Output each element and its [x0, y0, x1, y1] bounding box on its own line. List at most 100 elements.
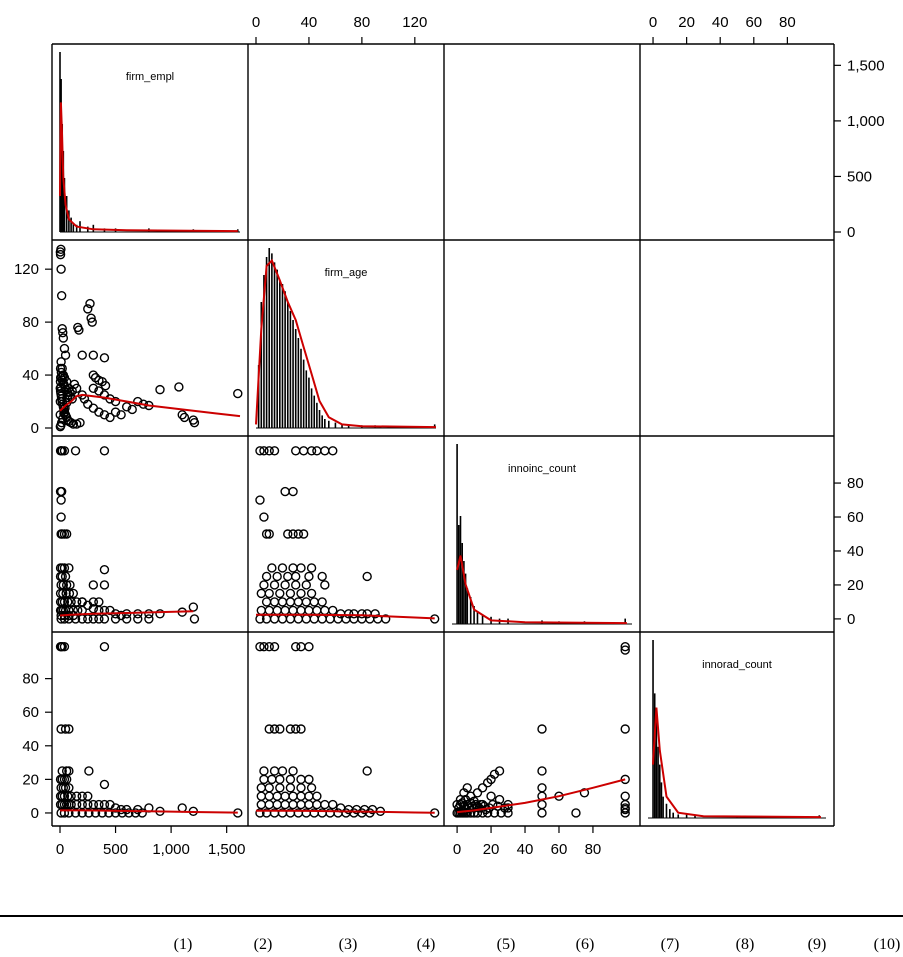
scatter-point	[88, 604, 99, 614]
scatter-point	[503, 803, 513, 813]
y-tick-label: 40	[847, 543, 864, 560]
scatter-point	[275, 588, 285, 599]
scatter-point	[328, 446, 338, 456]
scatter-point	[77, 350, 87, 360]
scatter-point	[88, 403, 99, 413]
y-tick-label: 40	[22, 367, 39, 384]
density-curve	[456, 555, 627, 625]
scatter-point	[357, 609, 367, 619]
scatter-point	[620, 808, 630, 818]
scatter-point	[99, 614, 110, 624]
scatter-point	[94, 799, 104, 810]
panel-innorad_count-vs-firm_empl	[55, 642, 243, 818]
x-tick-label: 80	[585, 841, 602, 858]
scatter-point	[60, 724, 71, 734]
x-tick-label: 60	[551, 841, 568, 858]
scatter-point	[264, 446, 274, 456]
scatter-point	[320, 605, 330, 616]
scatter-point	[56, 382, 66, 392]
scatter-point	[296, 642, 306, 652]
scatter-point	[288, 605, 298, 616]
scatter-point	[267, 774, 277, 785]
scatter-point	[280, 791, 290, 801]
scatter-point	[56, 495, 66, 505]
scatter-point	[264, 724, 274, 734]
scatter-point	[261, 597, 272, 607]
scatter-point	[312, 605, 322, 616]
scatter-point	[60, 403, 70, 413]
scatter-point	[280, 580, 290, 590]
scatter-point	[110, 614, 121, 624]
scatter-point	[301, 597, 311, 607]
scatter-point	[66, 418, 76, 428]
x-tick-label: 80	[354, 14, 371, 31]
scatter-point	[296, 724, 306, 734]
scatter-point	[298, 529, 309, 539]
scatter-point	[56, 512, 66, 522]
scatter-point	[264, 529, 274, 539]
scatter-point	[277, 597, 288, 607]
scatter-point	[55, 376, 66, 387]
scatter-point	[64, 766, 74, 776]
scatter-point	[121, 402, 132, 412]
panel-innoinc_count-vs-innoinc_count	[452, 444, 632, 625]
scatter-point	[381, 614, 391, 624]
x-tick-label: 1,000	[152, 841, 190, 858]
scatter-point	[306, 563, 317, 573]
scatter-point	[620, 642, 630, 652]
x-tick-label: 40	[517, 841, 534, 858]
scatter-point	[83, 304, 93, 314]
scatter-point	[256, 588, 266, 599]
scatter-point	[269, 580, 280, 590]
scatter-point	[272, 799, 282, 810]
y-tick-label: 40	[22, 738, 39, 755]
scatter-point	[116, 410, 126, 420]
scatter-point	[84, 808, 94, 818]
scatter-point	[312, 799, 322, 810]
scatter-point	[269, 597, 280, 607]
scatter-point	[130, 808, 141, 818]
scatter-point	[259, 642, 269, 652]
scatter-point	[61, 529, 72, 539]
scatter-point	[462, 783, 472, 793]
scatter-point	[285, 597, 296, 607]
scatter-point	[288, 766, 298, 776]
scatter-point	[110, 808, 121, 818]
scatter-point	[280, 605, 290, 616]
scatter-point	[88, 370, 99, 380]
smoother-line	[256, 809, 435, 814]
scatter-point	[55, 396, 66, 407]
scatter-point	[304, 791, 314, 801]
scatter-point	[99, 799, 110, 810]
scatter-point	[61, 588, 71, 599]
scatter-point	[59, 808, 70, 818]
scatter-point	[317, 597, 327, 607]
scatter-point	[277, 614, 288, 624]
scatter-point	[99, 642, 110, 652]
scatter-point	[620, 724, 630, 734]
scatter-point	[277, 563, 288, 573]
y-tick-label: 1,500	[847, 57, 885, 74]
column-number-label: (3)	[339, 936, 358, 953]
scatter-point	[306, 446, 317, 456]
scatter-point	[177, 410, 187, 420]
scatter-point	[312, 446, 322, 456]
scatter-point	[296, 605, 306, 616]
x-tick-label: 80	[779, 14, 796, 31]
x-tick-label: 120	[402, 14, 427, 31]
scatter-point	[256, 799, 266, 810]
scatter-point	[571, 808, 581, 818]
column-number-label: (4)	[417, 936, 436, 953]
scatter-point	[137, 808, 147, 818]
scatter-point	[67, 386, 77, 396]
y-tick-label: 0	[847, 224, 855, 241]
scatter-point	[291, 571, 301, 582]
y-tick-label: 20	[22, 771, 39, 788]
scatter-point	[579, 788, 590, 798]
scatter-point	[64, 724, 74, 734]
scatter-point	[306, 588, 317, 599]
scatter-point	[328, 605, 338, 616]
scatter-point	[291, 642, 301, 652]
panel-firm_age-vs-firm_age	[255, 248, 437, 429]
y-tick-label: 80	[22, 671, 39, 688]
